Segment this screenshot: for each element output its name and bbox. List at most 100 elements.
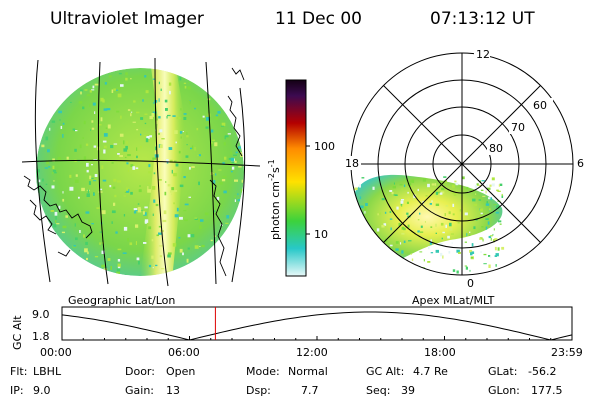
speckle-dot: [152, 78, 156, 80]
mlt-line-diagonal: [383, 85, 541, 243]
speckle-dot: [156, 234, 159, 237]
speckle-dot: [183, 117, 187, 120]
speckle-dot: [477, 184, 481, 186]
speckle-dot: [474, 185, 478, 189]
speckle-dot: [191, 145, 194, 150]
speckle-dot: [93, 145, 97, 148]
speckle-dot: [75, 217, 78, 219]
speckle-dot: [173, 190, 178, 192]
speckle-dot: [196, 128, 199, 131]
speckle-dot: [456, 270, 459, 274]
speckle-dot: [155, 203, 159, 207]
speckle-dot: [194, 217, 198, 219]
speckle-dot: [457, 222, 460, 224]
gc-alt-label: GC Alt:: [366, 365, 404, 378]
speckle-dot: [444, 213, 446, 217]
speckle-dot: [57, 157, 61, 161]
speckle-dot: [235, 151, 238, 154]
speckle-dot: [486, 201, 488, 204]
speckle-dot: [158, 225, 162, 228]
speckle-dot: [234, 160, 237, 163]
speckle-dot: [439, 243, 443, 245]
speckle-dot: [468, 234, 471, 236]
coast-segment: [57, 249, 71, 257]
speckle-dot: [201, 244, 205, 248]
speckle-dot: [241, 179, 243, 183]
speckle-dot: [86, 257, 88, 261]
speckle-dot: [56, 223, 60, 225]
speckle-dot: [52, 165, 55, 169]
speckle-dot: [58, 110, 62, 114]
speckle-dot: [189, 101, 191, 105]
speckle-dot: [354, 267, 358, 270]
coast-segment: [23, 175, 93, 239]
speckle-dot: [62, 191, 64, 194]
speckle-dot: [420, 225, 423, 228]
speckle-dot: [352, 197, 355, 200]
speckle-dot: [377, 213, 379, 216]
instrument-title: Ultraviolet Imager: [50, 9, 204, 29]
gain-value: 13: [166, 384, 180, 397]
speckle-dot: [130, 113, 132, 117]
speckle-dot: [466, 186, 469, 190]
speckle-dot: [440, 191, 445, 194]
lat-label-80: 80: [489, 142, 503, 155]
speckle-dot: [399, 183, 403, 186]
speckle-dot: [62, 122, 65, 125]
glat-value: -56.2: [528, 365, 556, 378]
speckle-dot: [488, 264, 491, 268]
speckle-dot: [52, 169, 57, 172]
speckle-dot: [165, 108, 168, 111]
speckle-dot: [92, 102, 96, 106]
speckle-dot: [194, 147, 196, 151]
speckle-dot: [357, 248, 360, 251]
speckle-dot: [491, 177, 495, 181]
speckle-dot: [45, 136, 49, 141]
speckle-dot: [178, 237, 181, 239]
speckle-dot: [231, 161, 235, 164]
speckle-dot: [103, 133, 108, 137]
speckle-dot: [400, 188, 405, 190]
speckle-dot: [435, 203, 440, 206]
label-mask: [474, 47, 490, 60]
speckle-dot: [401, 205, 403, 207]
speckle-dot: [173, 172, 178, 177]
speckle-dot: [225, 222, 229, 224]
speckle-dot: [89, 175, 92, 180]
speckle-dot: [425, 195, 428, 197]
speckle-dot: [90, 177, 94, 179]
speckle-dot: [417, 230, 420, 233]
meridian-line: [97, 61, 109, 285]
speckle-dot: [90, 129, 92, 131]
speckle-dot: [498, 184, 500, 187]
speckle-dot: [464, 241, 467, 243]
speckle-dot: [138, 189, 142, 193]
speckle-dot: [412, 197, 415, 201]
speckle-dot: [130, 78, 132, 80]
speckle-dot: [69, 174, 72, 178]
speckle-dot: [424, 221, 426, 223]
speckle-dot: [112, 186, 116, 189]
speckle-dot: [471, 243, 474, 247]
speckle-dot: [449, 227, 453, 231]
speckle-dot: [217, 111, 221, 114]
speckle-dot: [124, 156, 127, 159]
speckle-dot: [94, 83, 99, 86]
mlt-label-12: 12: [476, 48, 490, 61]
speckle-dot: [81, 187, 85, 192]
coast-segment: [231, 67, 245, 81]
speckle-dot: [167, 114, 171, 117]
speckle-dot: [158, 245, 163, 247]
speckle-dot: [143, 242, 147, 244]
speckle-dot: [116, 271, 120, 276]
speckle-dot: [495, 264, 497, 267]
speckle-dot: [135, 241, 137, 245]
speckle-dot: [359, 196, 362, 200]
speckle-dot: [420, 231, 424, 233]
speckle-dot: [127, 109, 131, 111]
speckle-dot: [175, 163, 179, 167]
speckle-dot: [133, 208, 138, 211]
speckle-dot: [60, 125, 63, 129]
time-tick-label-00: 00:00: [40, 346, 72, 359]
speckle-dot: [164, 191, 167, 196]
